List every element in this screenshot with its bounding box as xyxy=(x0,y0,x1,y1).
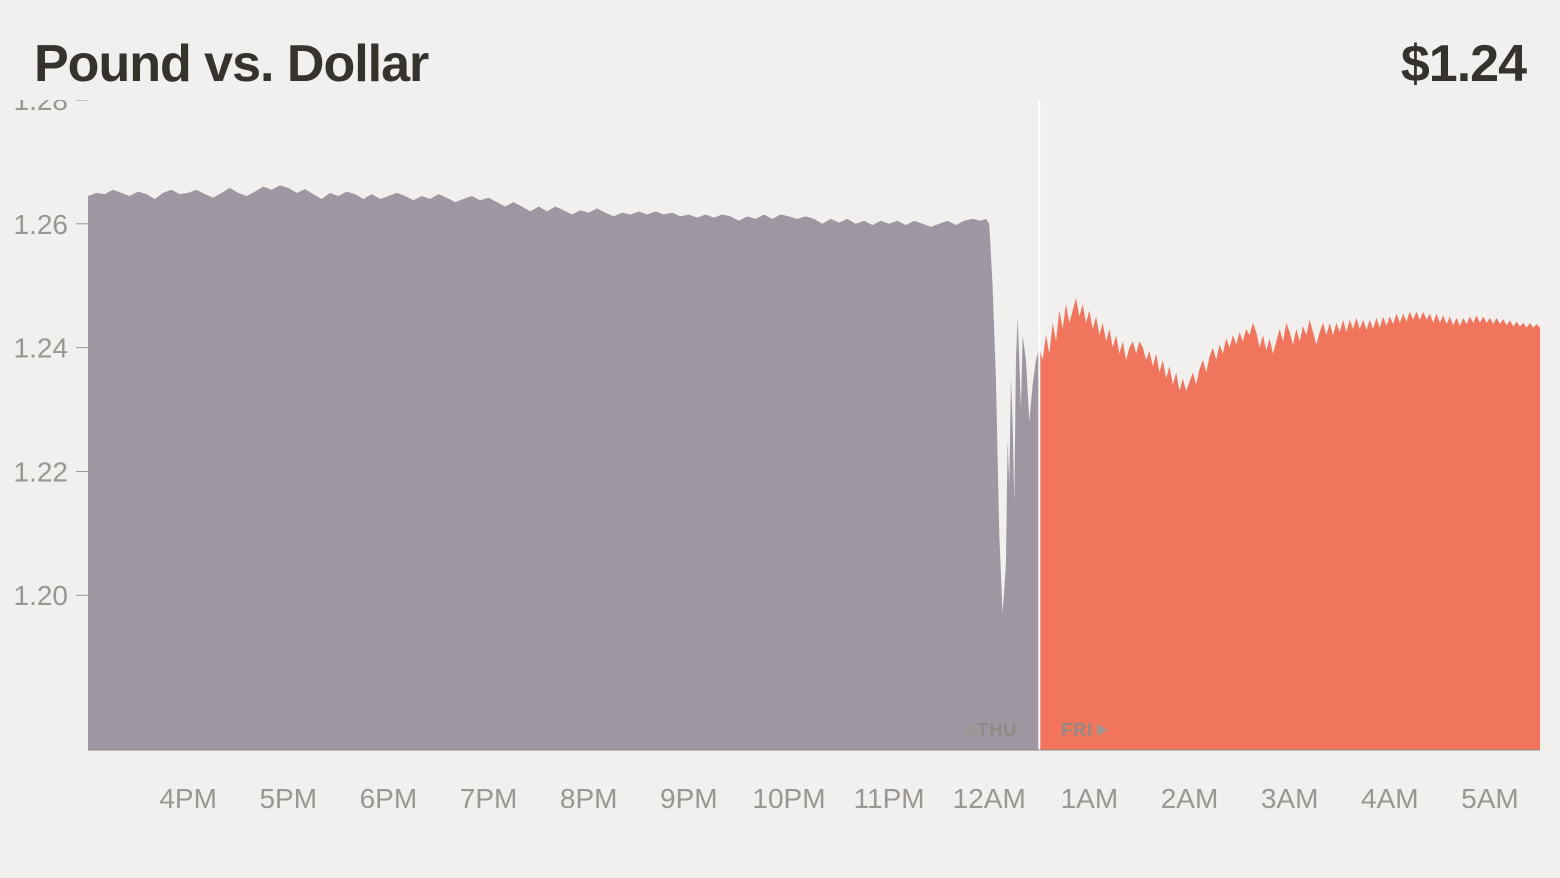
xtick-label: 5AM xyxy=(1461,783,1519,814)
xtick-label: 5PM xyxy=(259,783,317,814)
series-thu xyxy=(88,185,1039,750)
xtick-label: 2AM xyxy=(1161,783,1219,814)
xtick-label: 8PM xyxy=(560,783,618,814)
chart-area: 1.20 1.22 1.24 1.26 1.28 4PM 5PM 6PM 7PM 8PM 9PM 10… xyxy=(0,100,1560,820)
xtick-label: 3AM xyxy=(1261,783,1319,814)
day-label-fri: FRI xyxy=(1061,720,1093,740)
xtick-label: 7PM xyxy=(460,783,518,814)
series-fri xyxy=(1039,298,1540,750)
xtick-label: 9PM xyxy=(660,783,718,814)
ytick-label: 1.24 xyxy=(14,333,69,364)
xtick-label: 1AM xyxy=(1061,783,1119,814)
xtick-label: 11PM xyxy=(854,783,925,814)
xtick-label: 4AM xyxy=(1361,783,1419,814)
ytick-label: 1.28 xyxy=(14,100,69,116)
chart-svg: 1.20 1.22 1.24 1.26 1.28 4PM 5PM 6PM 7PM 8PM 9PM 10… xyxy=(0,100,1560,860)
xtick-label: 12AM xyxy=(953,783,1026,814)
ytick-label: 1.22 xyxy=(14,456,69,487)
chart-title: Pound vs. Dollar xyxy=(34,34,428,94)
ytick-label: 1.26 xyxy=(14,209,69,240)
xtick-label: 10PM xyxy=(752,783,825,814)
day-label-thu: THU xyxy=(977,720,1017,740)
ytick-label: 1.20 xyxy=(14,580,69,611)
current-value: $1.24 xyxy=(1401,34,1526,94)
xtick-label: 6PM xyxy=(360,783,418,814)
xtick-label: 4PM xyxy=(159,783,217,814)
